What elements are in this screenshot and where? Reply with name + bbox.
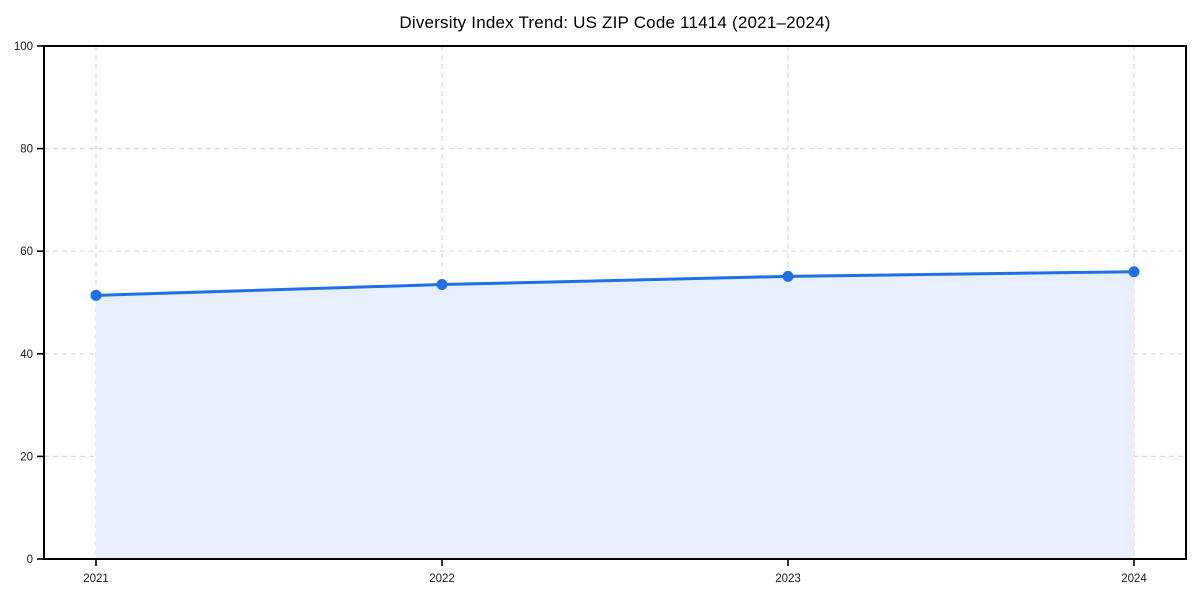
- x-tick-label: 2023: [775, 573, 801, 585]
- axis-spines: [43, 45, 1187, 560]
- trend-line: [94, 270, 1136, 297]
- y-tick-label: 20: [20, 451, 33, 463]
- y-tick-label: 60: [20, 246, 33, 258]
- x-tick-label: 2024: [1121, 573, 1147, 585]
- chart-title: Diversity Index Trend: US ZIP Code 11414…: [399, 13, 831, 32]
- x-tick-label: 2021: [83, 573, 109, 585]
- y-tick-label: 100: [14, 41, 33, 53]
- y-tick-label: 40: [20, 349, 33, 361]
- data-point-2024: [1128, 266, 1140, 278]
- data-point-2021: [90, 289, 102, 301]
- x-tick-label: 2022: [429, 573, 455, 585]
- y-tick-label: 80: [20, 144, 33, 156]
- data-point-2023: [782, 270, 794, 282]
- area-fill: [96, 271, 1134, 559]
- y-tick-label: 0: [27, 554, 33, 566]
- data-point-2022: [436, 279, 448, 291]
